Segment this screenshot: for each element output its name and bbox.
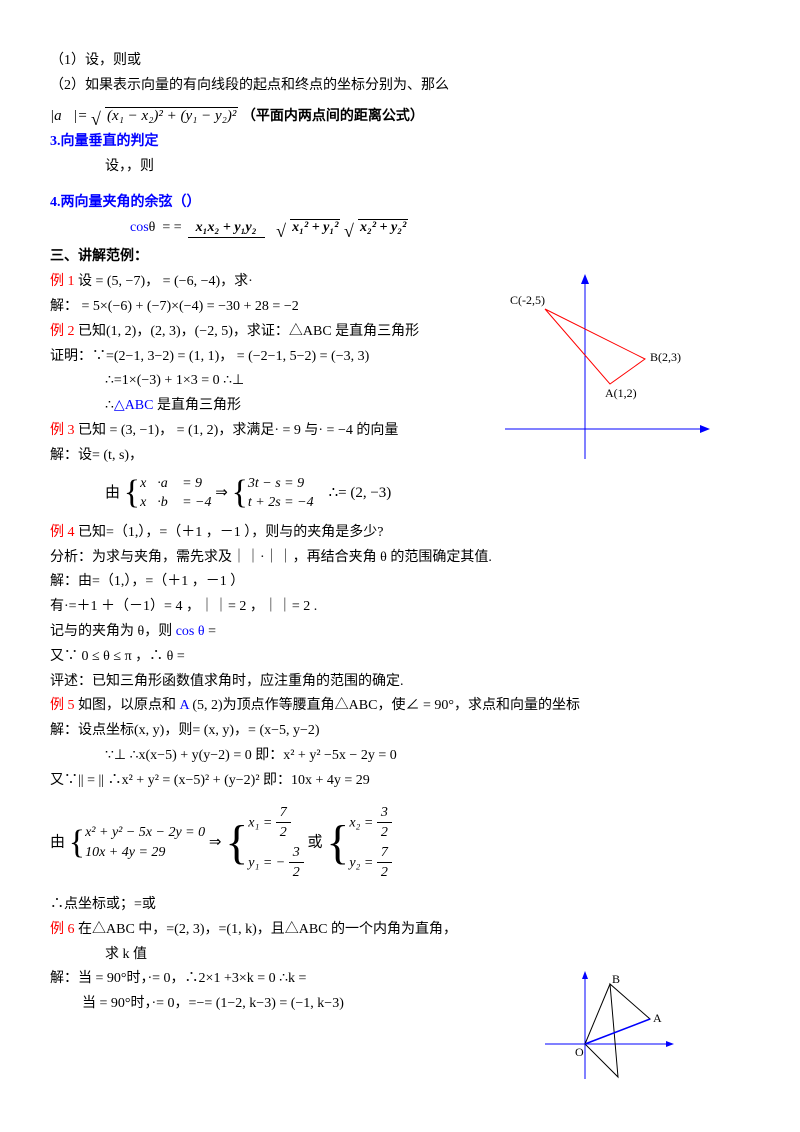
distance-formula: |a⃗|= (x₁ − x₂)² + (y₁ − y₂)² （平面内两点间的距离… xyxy=(50,104,750,130)
text-line: 解：设点坐标(x, y)，则= (x, y)，= (x−5, y−2) xyxy=(50,719,750,743)
text-line: 求 k 值 xyxy=(50,943,750,967)
text-line: 记与的夹角为 θ，则 cos θ = xyxy=(50,620,750,644)
svg-text:A(1,2): A(1,2) xyxy=(605,386,637,400)
equation-system: 由 { x⃗·a⃗ = 9 x⃗·b⃗ = −4 ⇒ { 3t − s = 9 … xyxy=(50,474,750,513)
text-line: 评述：已知三角形函数值求角时，应注重角的范围的确定. xyxy=(50,670,750,694)
text-line: ∴点坐标或；=或 xyxy=(50,893,750,917)
cos-lhs: cosθ = = xyxy=(130,216,182,240)
coordinate-graph-oab: A B O xyxy=(540,969,680,1089)
svg-text:A: A xyxy=(653,1011,662,1025)
cos-denominator: x₁² + y₁² x₂² + y₂² xyxy=(268,218,416,237)
example-line: 例 5 如图，以原点和 A (5, 2)为顶点作等腰直角△ABC，使∠ = 90… xyxy=(50,694,750,718)
svg-text:B: B xyxy=(612,972,620,986)
equation-system: 由 { x² + y² − 5x − 2y = 0 10x + 4y = 29 … xyxy=(50,803,750,883)
modulus-label: |a⃗|= xyxy=(50,108,88,124)
text-line: 有·=＋1 ＋（－1）= 4 ，｜｜= 2 ，｜｜= 2 . xyxy=(50,595,750,619)
formula-note: （平面内两点间的距离公式） xyxy=(242,109,424,124)
svg-text:C(-2,5): C(-2,5) xyxy=(510,293,545,307)
section-heading: 三、讲解范例： xyxy=(50,245,750,269)
cos-numerator: x₁x₂ + y₁y₂ xyxy=(188,218,265,238)
text-line: 又∵|| = || ∴x² + y² = (x−5)² + (y−2)² 即：1… xyxy=(50,769,750,793)
example-line: 例 6 在△ABC 中，=(2, 3)，=(1, k)，且△ABC 的一个内角为… xyxy=(50,918,750,942)
text-line: 又∵ 0 ≤ θ ≤ π ，∴ θ = xyxy=(50,645,750,669)
radical-icon: (x₁ − x₂)² + (y₁ − y₂)² xyxy=(91,104,238,130)
coordinate-graph-abc: C(-2,5) B(2,3) A(1,2) xyxy=(495,269,715,469)
text-line: 设，，则 xyxy=(50,155,750,179)
text-line: （1）设，则或 xyxy=(50,49,750,73)
text-line: 分析：为求与夹角，需先求及｜｜·｜｜，再结合夹角 θ 的范围确定其值. xyxy=(50,546,750,570)
example-line: 例 4 已知=（1,），=（＋1 ，－1 ），则与的夹角是多少? xyxy=(50,521,750,545)
text-line: ∵⊥ ∴x(x−5) + y(y−2) = 0 即：x² + y² −5x − … xyxy=(50,744,750,768)
svg-text:B(2,3): B(2,3) xyxy=(650,350,681,364)
text-line: （2）如果表示向量的有向线段的起点和终点的坐标分别为、那么 xyxy=(50,74,750,98)
svg-text:O: O xyxy=(575,1045,584,1059)
section-heading: 3.向量垂直的判定 xyxy=(50,130,750,154)
cosine-formula: cosθ = = x₁x₂ + y₁y₂ x₁² + y₁² x₂² + y₂² xyxy=(50,216,416,240)
section-heading: 4.两向量夹角的余弦（） xyxy=(50,191,750,215)
text-line: 解：由=（1,），=（＋1 ，－1 ） xyxy=(50,570,750,594)
